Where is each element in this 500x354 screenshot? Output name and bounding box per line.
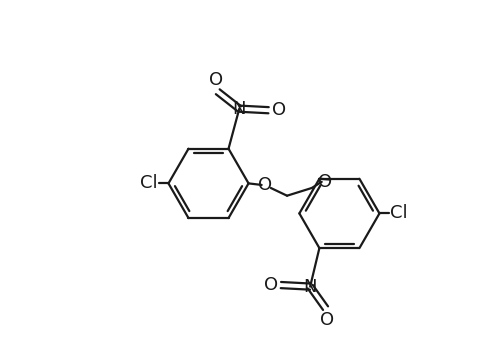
Text: Cl: Cl: [140, 175, 158, 192]
Text: O: O: [258, 176, 272, 194]
Text: N: N: [304, 278, 317, 296]
Text: O: O: [272, 101, 286, 119]
Text: O: O: [318, 173, 332, 191]
Text: O: O: [264, 276, 278, 294]
Text: N: N: [232, 100, 246, 118]
Text: O: O: [320, 311, 334, 329]
Text: Cl: Cl: [390, 204, 408, 222]
Text: O: O: [209, 72, 224, 90]
